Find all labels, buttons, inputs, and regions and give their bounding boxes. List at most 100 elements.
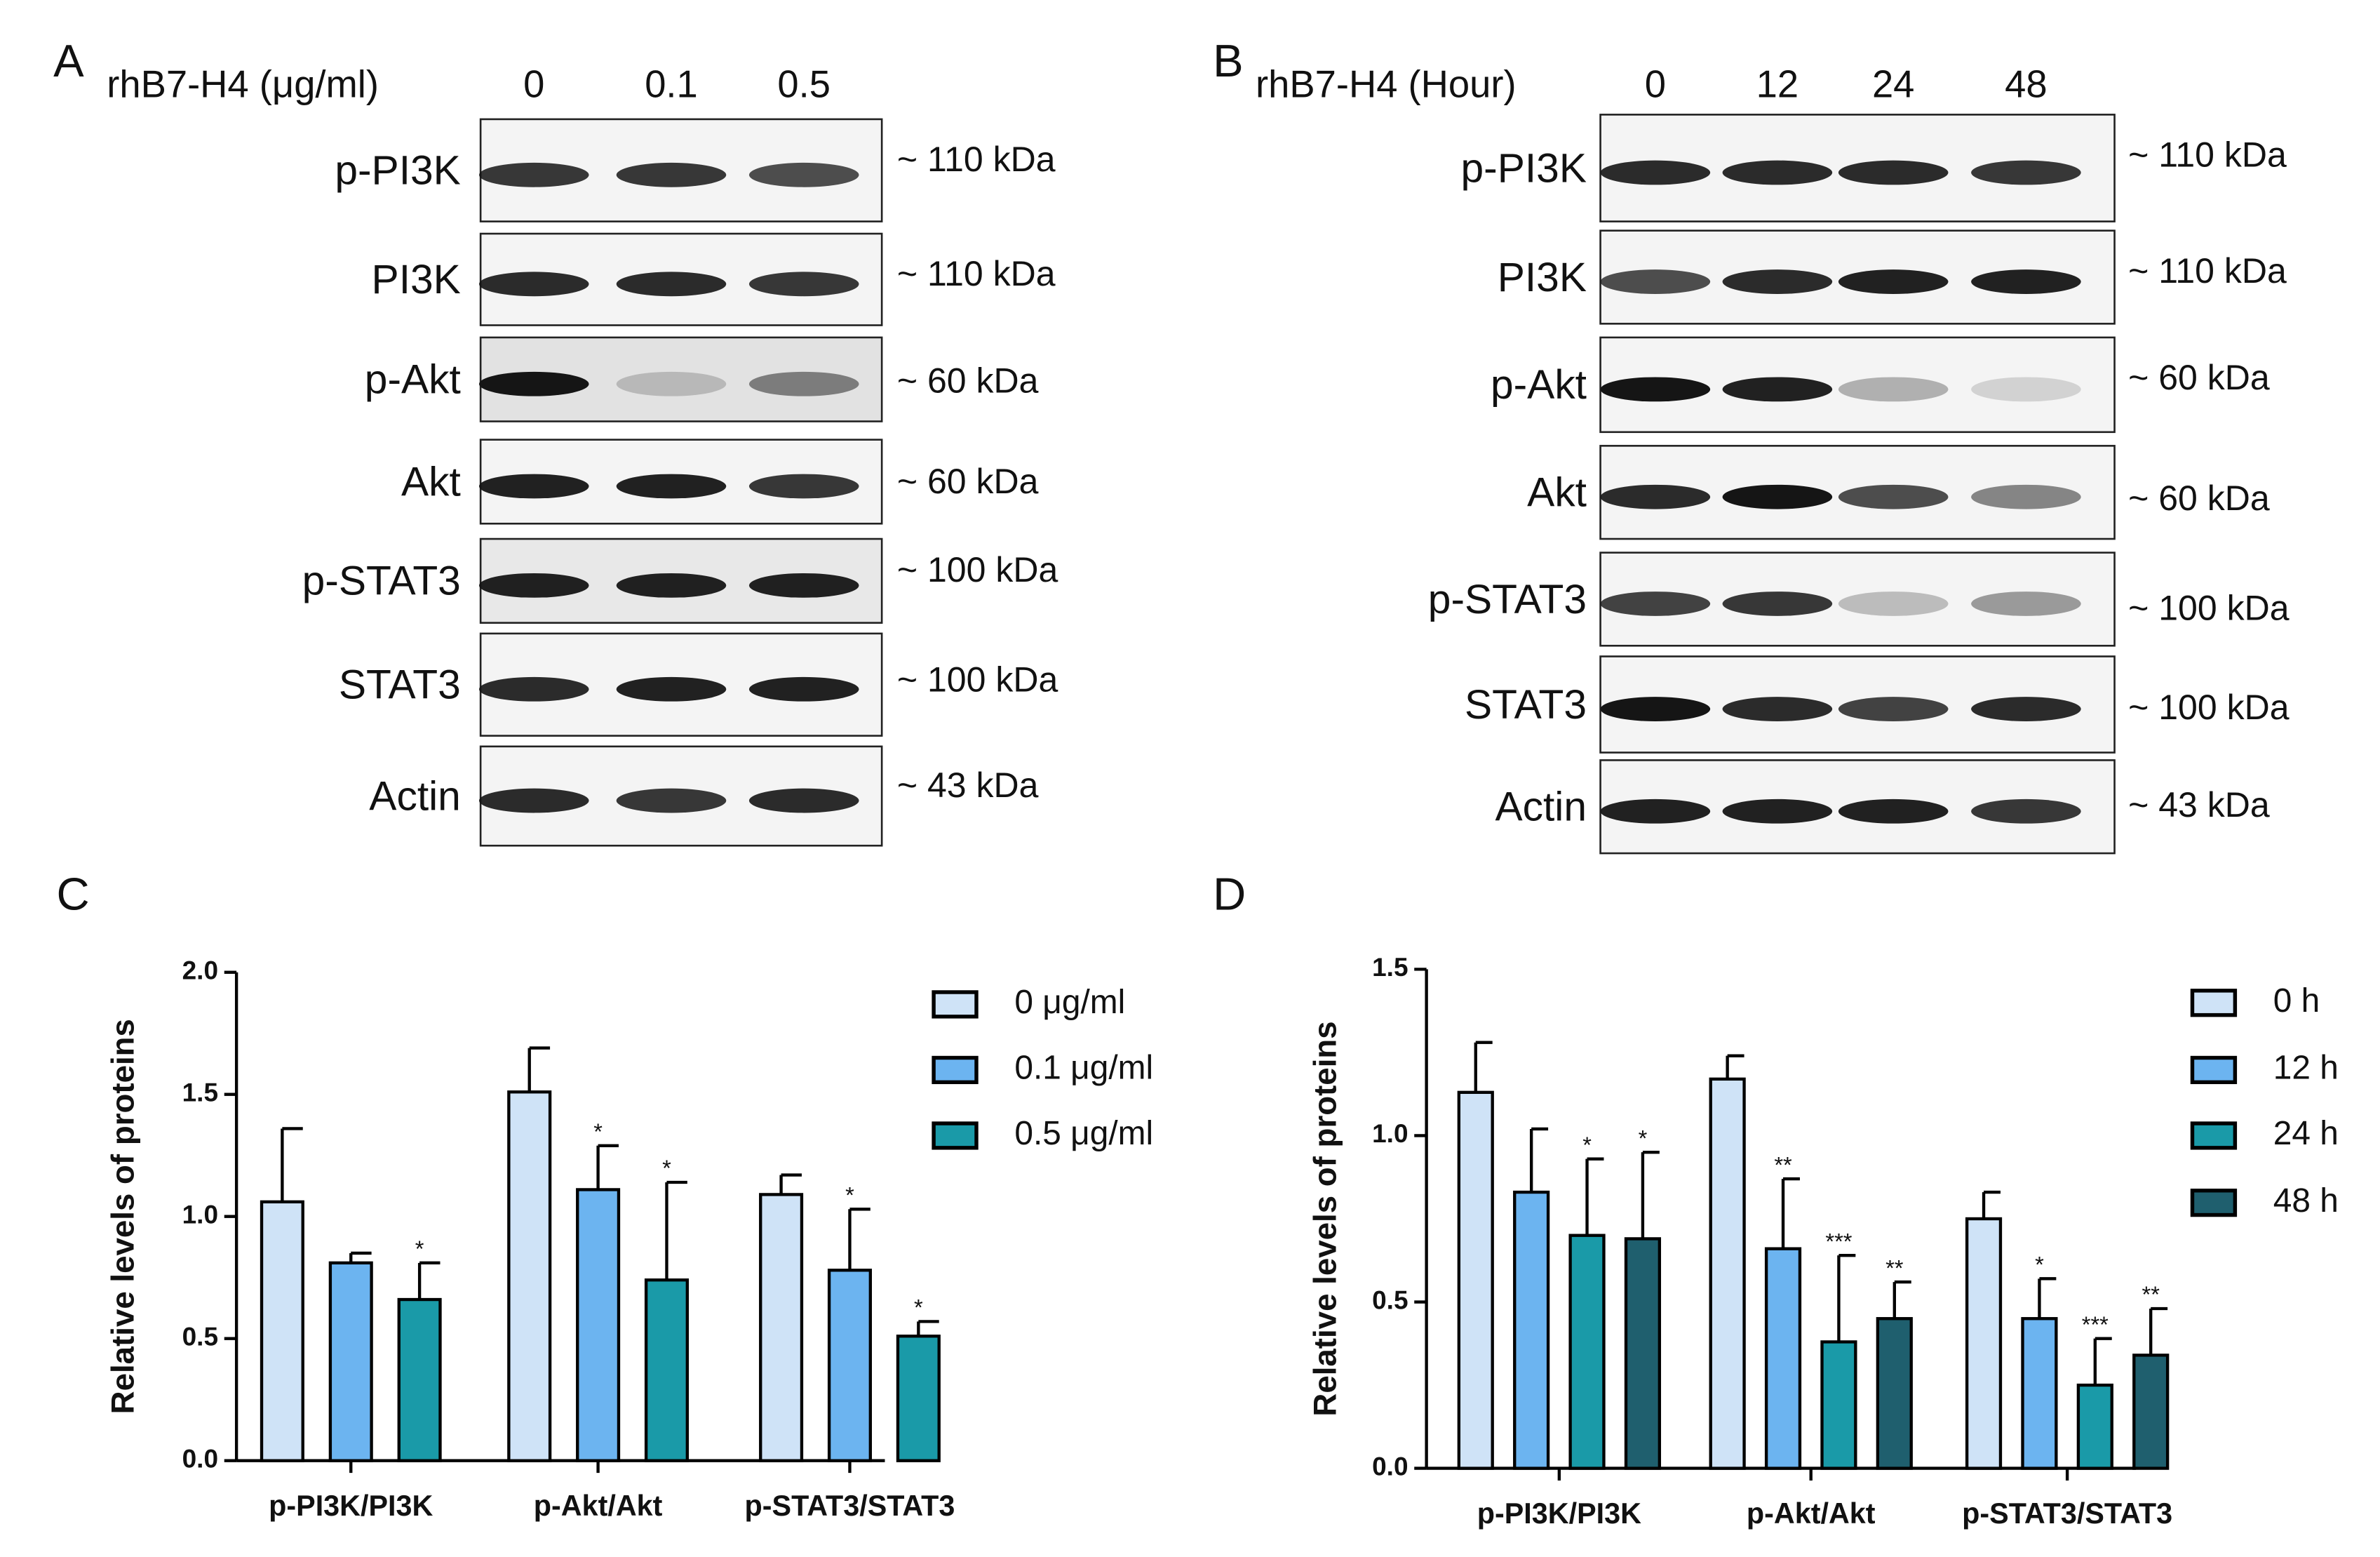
protein-label: p-PI3K [335, 148, 461, 194]
legend-swatch [2190, 989, 2238, 1017]
x-tick-label: p-Akt/Akt [1747, 1497, 1876, 1530]
blot-band [1838, 592, 1949, 616]
blot-band [616, 573, 727, 598]
panel-label: A [53, 35, 84, 86]
blot-band [1600, 798, 1711, 824]
blot-band [616, 272, 727, 297]
blot-band [1838, 377, 1949, 402]
protein-label: STAT3 [339, 662, 461, 708]
blot-band [748, 162, 859, 187]
x-tick-label: p-PI3K/PI3K [1477, 1497, 1641, 1530]
lane-label: 24 [1872, 63, 1914, 106]
blot-band [1971, 697, 2081, 721]
bar [328, 1261, 373, 1462]
blot-band [748, 474, 859, 499]
blot-band [1971, 269, 2081, 294]
blot-band [478, 474, 589, 499]
blot-band [1600, 269, 1711, 294]
blot-band [1971, 484, 2081, 509]
bar [1709, 1077, 1746, 1470]
legend-label: 0 μg/ml [1014, 984, 1125, 1021]
legend-swatch [932, 1121, 979, 1150]
bar [507, 1090, 552, 1462]
blot-header: rhB7-H4 (μg/ml) [107, 63, 379, 106]
legend-swatch [2190, 1121, 2238, 1150]
blot-band [1838, 697, 1949, 721]
blot-band [1971, 377, 2081, 402]
bar [397, 1297, 442, 1462]
significance: ** [2142, 1281, 2160, 1307]
size-label: ~ 43 kDa [897, 766, 1039, 805]
blot-band [748, 272, 859, 297]
blot-band [1722, 160, 1833, 185]
bar [827, 1269, 873, 1462]
protein-label: Actin [1495, 784, 1587, 830]
size-label: ~ 43 kDa [2128, 785, 2270, 824]
size-label: ~ 110 kDa [2128, 135, 2287, 174]
y-tick-label: 2.0 [182, 956, 218, 984]
size-label: ~ 60 kDa [897, 361, 1039, 400]
significance: * [2035, 1252, 2044, 1278]
legend-swatch [2190, 1189, 2238, 1217]
x-tick-label: p-PI3K/PI3K [269, 1490, 433, 1522]
bar [1876, 1317, 1913, 1470]
blot-band [1722, 377, 1833, 402]
y-tick-label: 0.0 [1372, 1452, 1408, 1481]
legend-swatch [2190, 1055, 2238, 1085]
bar [759, 1193, 804, 1462]
bar [576, 1188, 621, 1462]
protein-label: Actin [369, 773, 461, 819]
significance: * [415, 1236, 424, 1262]
blot-band [478, 573, 589, 598]
protein-label: STAT3 [1465, 682, 1587, 728]
bar [644, 1278, 690, 1462]
panel-label: C [56, 868, 89, 919]
size-label: ~ 110 kDa [897, 254, 1056, 293]
bar [896, 1335, 941, 1462]
panel-label: D [1213, 868, 1246, 919]
significance: * [914, 1295, 923, 1321]
blot-band [748, 371, 859, 396]
bar [1764, 1247, 1802, 1470]
y-axis-title: Relative levels of proteins [1307, 1021, 1343, 1416]
size-label: ~ 100 kDa [2128, 588, 2290, 627]
protein-label: p-STAT3 [302, 559, 461, 604]
lane-label: 0.5 [777, 63, 831, 106]
significance: *** [1825, 1228, 1852, 1254]
legend-label: 0 h [2273, 982, 2320, 1020]
size-label: ~ 100 kDa [897, 660, 1058, 700]
blot-band [1722, 798, 1833, 824]
legend-swatch [932, 990, 979, 1019]
protein-label: p-Akt [365, 357, 461, 403]
y-tick-label: 0.5 [1372, 1285, 1408, 1314]
blot-band [1600, 592, 1711, 616]
blot-band [478, 788, 589, 813]
blot-band [748, 573, 859, 598]
protein-label: PI3K [1498, 255, 1587, 300]
blot-band [1971, 592, 2081, 616]
significance: ** [1774, 1151, 1792, 1177]
bar [1820, 1340, 1857, 1470]
blot-band [1722, 484, 1833, 509]
blot-band [478, 371, 589, 396]
bar [1568, 1234, 1606, 1470]
size-label: ~ 60 kDa [2128, 358, 2270, 397]
bar [1457, 1090, 1494, 1470]
blot-band [1722, 697, 1833, 721]
blot-band [478, 162, 589, 187]
lane-label: 0 [1645, 63, 1666, 106]
legend-label: 12 h [2273, 1050, 2339, 1087]
significance: * [1639, 1125, 1648, 1151]
blot-band [1600, 484, 1711, 509]
blot-band [616, 474, 727, 499]
blot-band [616, 676, 727, 702]
lane-label: 0.1 [645, 63, 698, 106]
blot-band [478, 272, 589, 297]
x-tick-label: p-STAT3/STAT3 [1962, 1497, 2172, 1530]
blot-band [1838, 798, 1949, 824]
blot-header: rhB7-H4 (Hour) [1256, 63, 1517, 106]
blot-band [1600, 697, 1711, 721]
protein-label: Akt [401, 459, 461, 504]
significance: * [1582, 1132, 1592, 1158]
lane-label: 12 [1756, 63, 1799, 106]
